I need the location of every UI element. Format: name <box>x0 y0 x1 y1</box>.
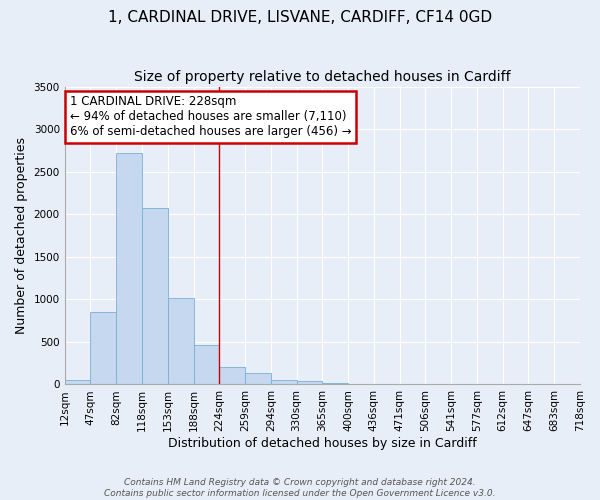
Bar <box>322 383 348 384</box>
Bar <box>296 382 322 384</box>
Bar <box>91 312 116 384</box>
Text: 1 CARDINAL DRIVE: 228sqm
← 94% of detached houses are smaller (7,110)
6% of semi: 1 CARDINAL DRIVE: 228sqm ← 94% of detach… <box>70 96 352 138</box>
Bar <box>271 380 296 384</box>
Y-axis label: Number of detached properties: Number of detached properties <box>15 137 28 334</box>
Title: Size of property relative to detached houses in Cardiff: Size of property relative to detached ho… <box>134 70 511 84</box>
X-axis label: Distribution of detached houses by size in Cardiff: Distribution of detached houses by size … <box>168 437 477 450</box>
Bar <box>245 372 271 384</box>
Bar <box>65 380 91 384</box>
Bar <box>219 367 245 384</box>
Bar <box>193 346 219 385</box>
Text: Contains HM Land Registry data © Crown copyright and database right 2024.
Contai: Contains HM Land Registry data © Crown c… <box>104 478 496 498</box>
Bar <box>142 208 168 384</box>
Text: 1, CARDINAL DRIVE, LISVANE, CARDIFF, CF14 0GD: 1, CARDINAL DRIVE, LISVANE, CARDIFF, CF1… <box>108 10 492 25</box>
Bar <box>116 153 142 384</box>
Bar <box>168 298 193 384</box>
